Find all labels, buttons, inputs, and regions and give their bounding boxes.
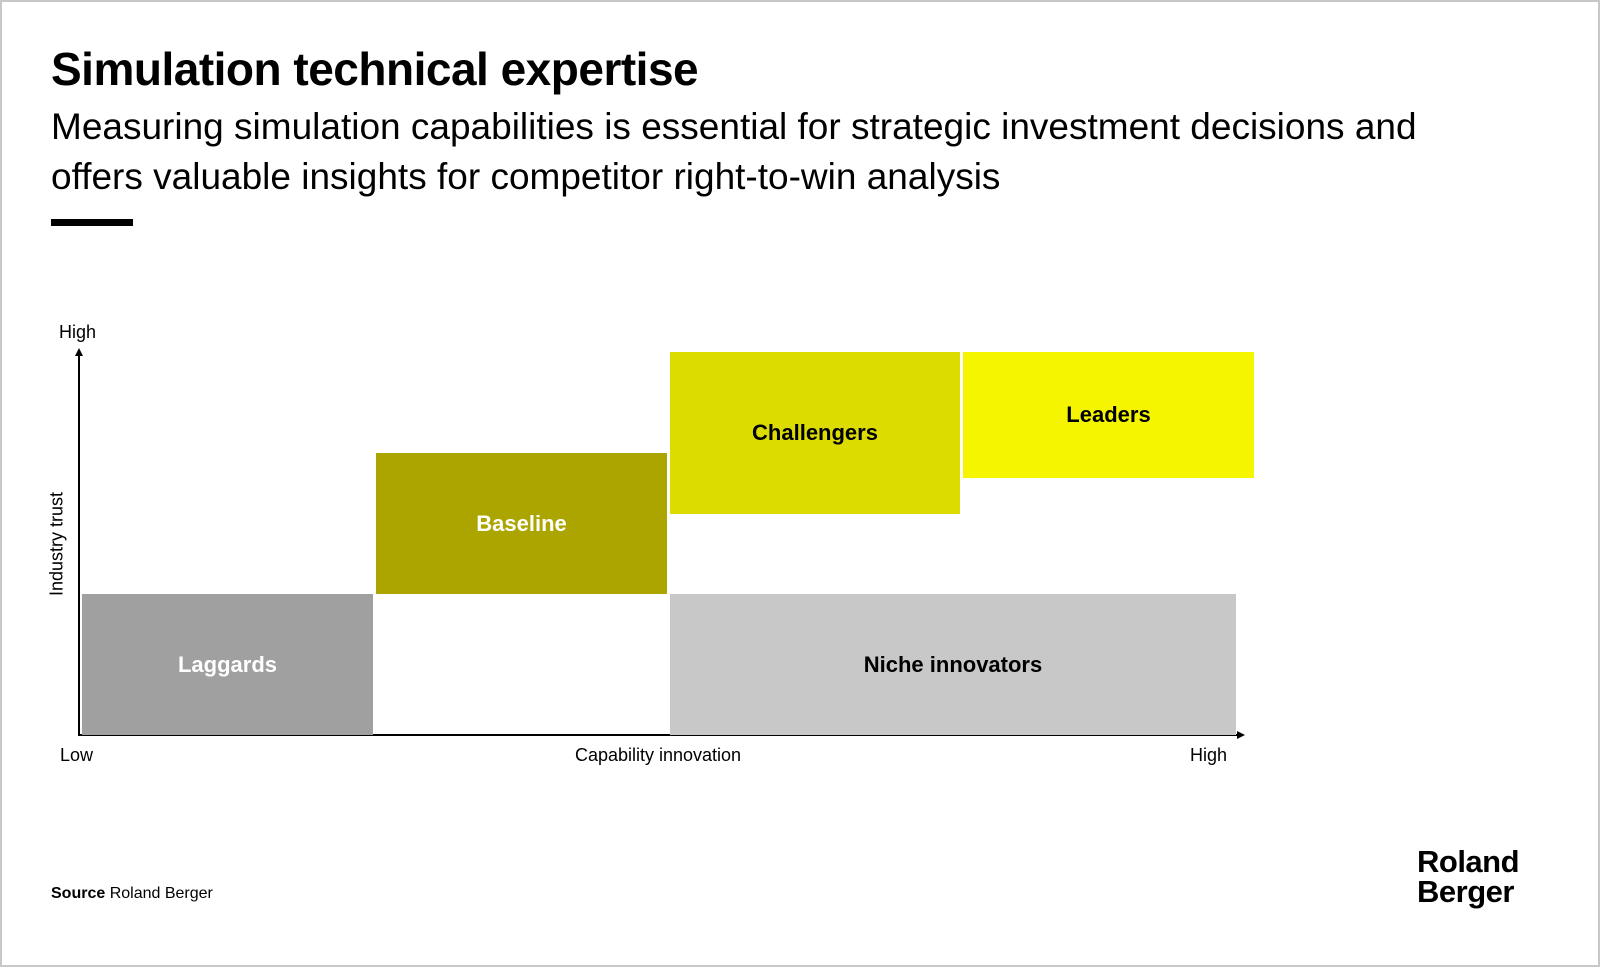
source-note: Source Roland Berger [51,885,213,903]
logo-line-2: Berger [1417,874,1514,909]
segment-challengers: Challengers [670,352,960,514]
x-axis-low-label: Low [60,745,94,765]
y-axis-arrow-icon [75,348,83,356]
y-axis-title: Industry trust [46,491,67,597]
segment-label: Leaders [1066,402,1151,427]
roland-berger-logo: Roland Berger [1417,844,1520,909]
segment-baseline: Baseline [376,453,667,594]
x-axis-line [78,734,1240,736]
segment-laggards: Laggards [82,594,373,735]
logo-line-1: Roland [1417,844,1520,879]
x-axis-high-label: High [1190,745,1228,765]
page-title: Simulation technical expertise [51,43,699,95]
y-axis-line [78,354,80,736]
segment-label: Laggards [177,651,278,677]
source-label: Source [51,885,106,902]
y-axis-high-label: High [59,322,97,342]
source-value: Roland Berger [109,885,213,902]
title-divider [51,219,133,226]
segment-niche-innovators: Niche innovators [670,594,1236,735]
x-axis-title: Capability innovation [574,745,742,765]
segment-leaders: Leaders [963,352,1254,478]
segment-label: Niche innovators [863,651,1043,677]
x-axis-arrow-icon [1237,731,1245,739]
segment-label: Baseline [476,510,567,536]
page-subtitle: Measuring simulation capabilities is ess… [51,106,1417,197]
segment-label: Challengers [752,420,878,445]
